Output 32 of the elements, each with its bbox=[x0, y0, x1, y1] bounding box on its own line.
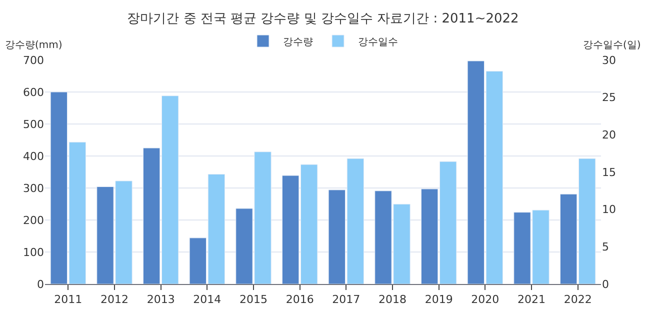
y-tick-label: 300 bbox=[23, 182, 44, 195]
x-tick-label: 2014 bbox=[193, 293, 222, 306]
chart-title: 장마기간 중 전국 평균 강수량 및 강수일수 자료기간 : 2011~2022 bbox=[127, 11, 519, 26]
y2-tick-label: 15 bbox=[602, 166, 616, 179]
x-tick-label: 2017 bbox=[332, 293, 360, 306]
y2-tick-label: 30 bbox=[602, 54, 616, 67]
x-tick-label: 2012 bbox=[100, 293, 128, 306]
y-tick-label: 200 bbox=[23, 214, 44, 227]
y2-tick-label: 0 bbox=[602, 278, 609, 291]
y2-tick-label: 5 bbox=[602, 240, 609, 254]
y-tick-label: 500 bbox=[23, 118, 44, 131]
legend-label: 강수량 bbox=[283, 36, 313, 48]
x-tick-label: 2022 bbox=[564, 293, 592, 306]
x-tick-label: 2011 bbox=[54, 293, 82, 306]
y2-tick-label: 10 bbox=[602, 203, 616, 216]
legend-label: 강수일수 bbox=[358, 36, 398, 48]
y2-tick-label: 25 bbox=[602, 91, 616, 104]
y-tick-label: 600 bbox=[23, 86, 44, 99]
y2-axis-title: 강수일수(일) bbox=[583, 40, 641, 51]
x-tick-label: 2013 bbox=[146, 293, 175, 306]
x-tick-label: 2016 bbox=[286, 293, 314, 306]
y2-tick-label: 20 bbox=[602, 128, 616, 142]
x-tick-label: 2021 bbox=[518, 293, 546, 306]
y-tick-label: 700 bbox=[23, 54, 44, 67]
x-tick-label: 2015 bbox=[240, 293, 268, 306]
x-tick-label: 2018 bbox=[378, 293, 406, 306]
y-tick-label: 400 bbox=[23, 150, 44, 163]
y-tick-label: 0 bbox=[37, 278, 44, 291]
x-tick-label: 2019 bbox=[424, 293, 453, 306]
y-tick-label: 100 bbox=[23, 246, 44, 259]
x-tick-label: 2020 bbox=[471, 293, 500, 306]
y-axis-title: 강수량(mm) bbox=[5, 40, 62, 51]
